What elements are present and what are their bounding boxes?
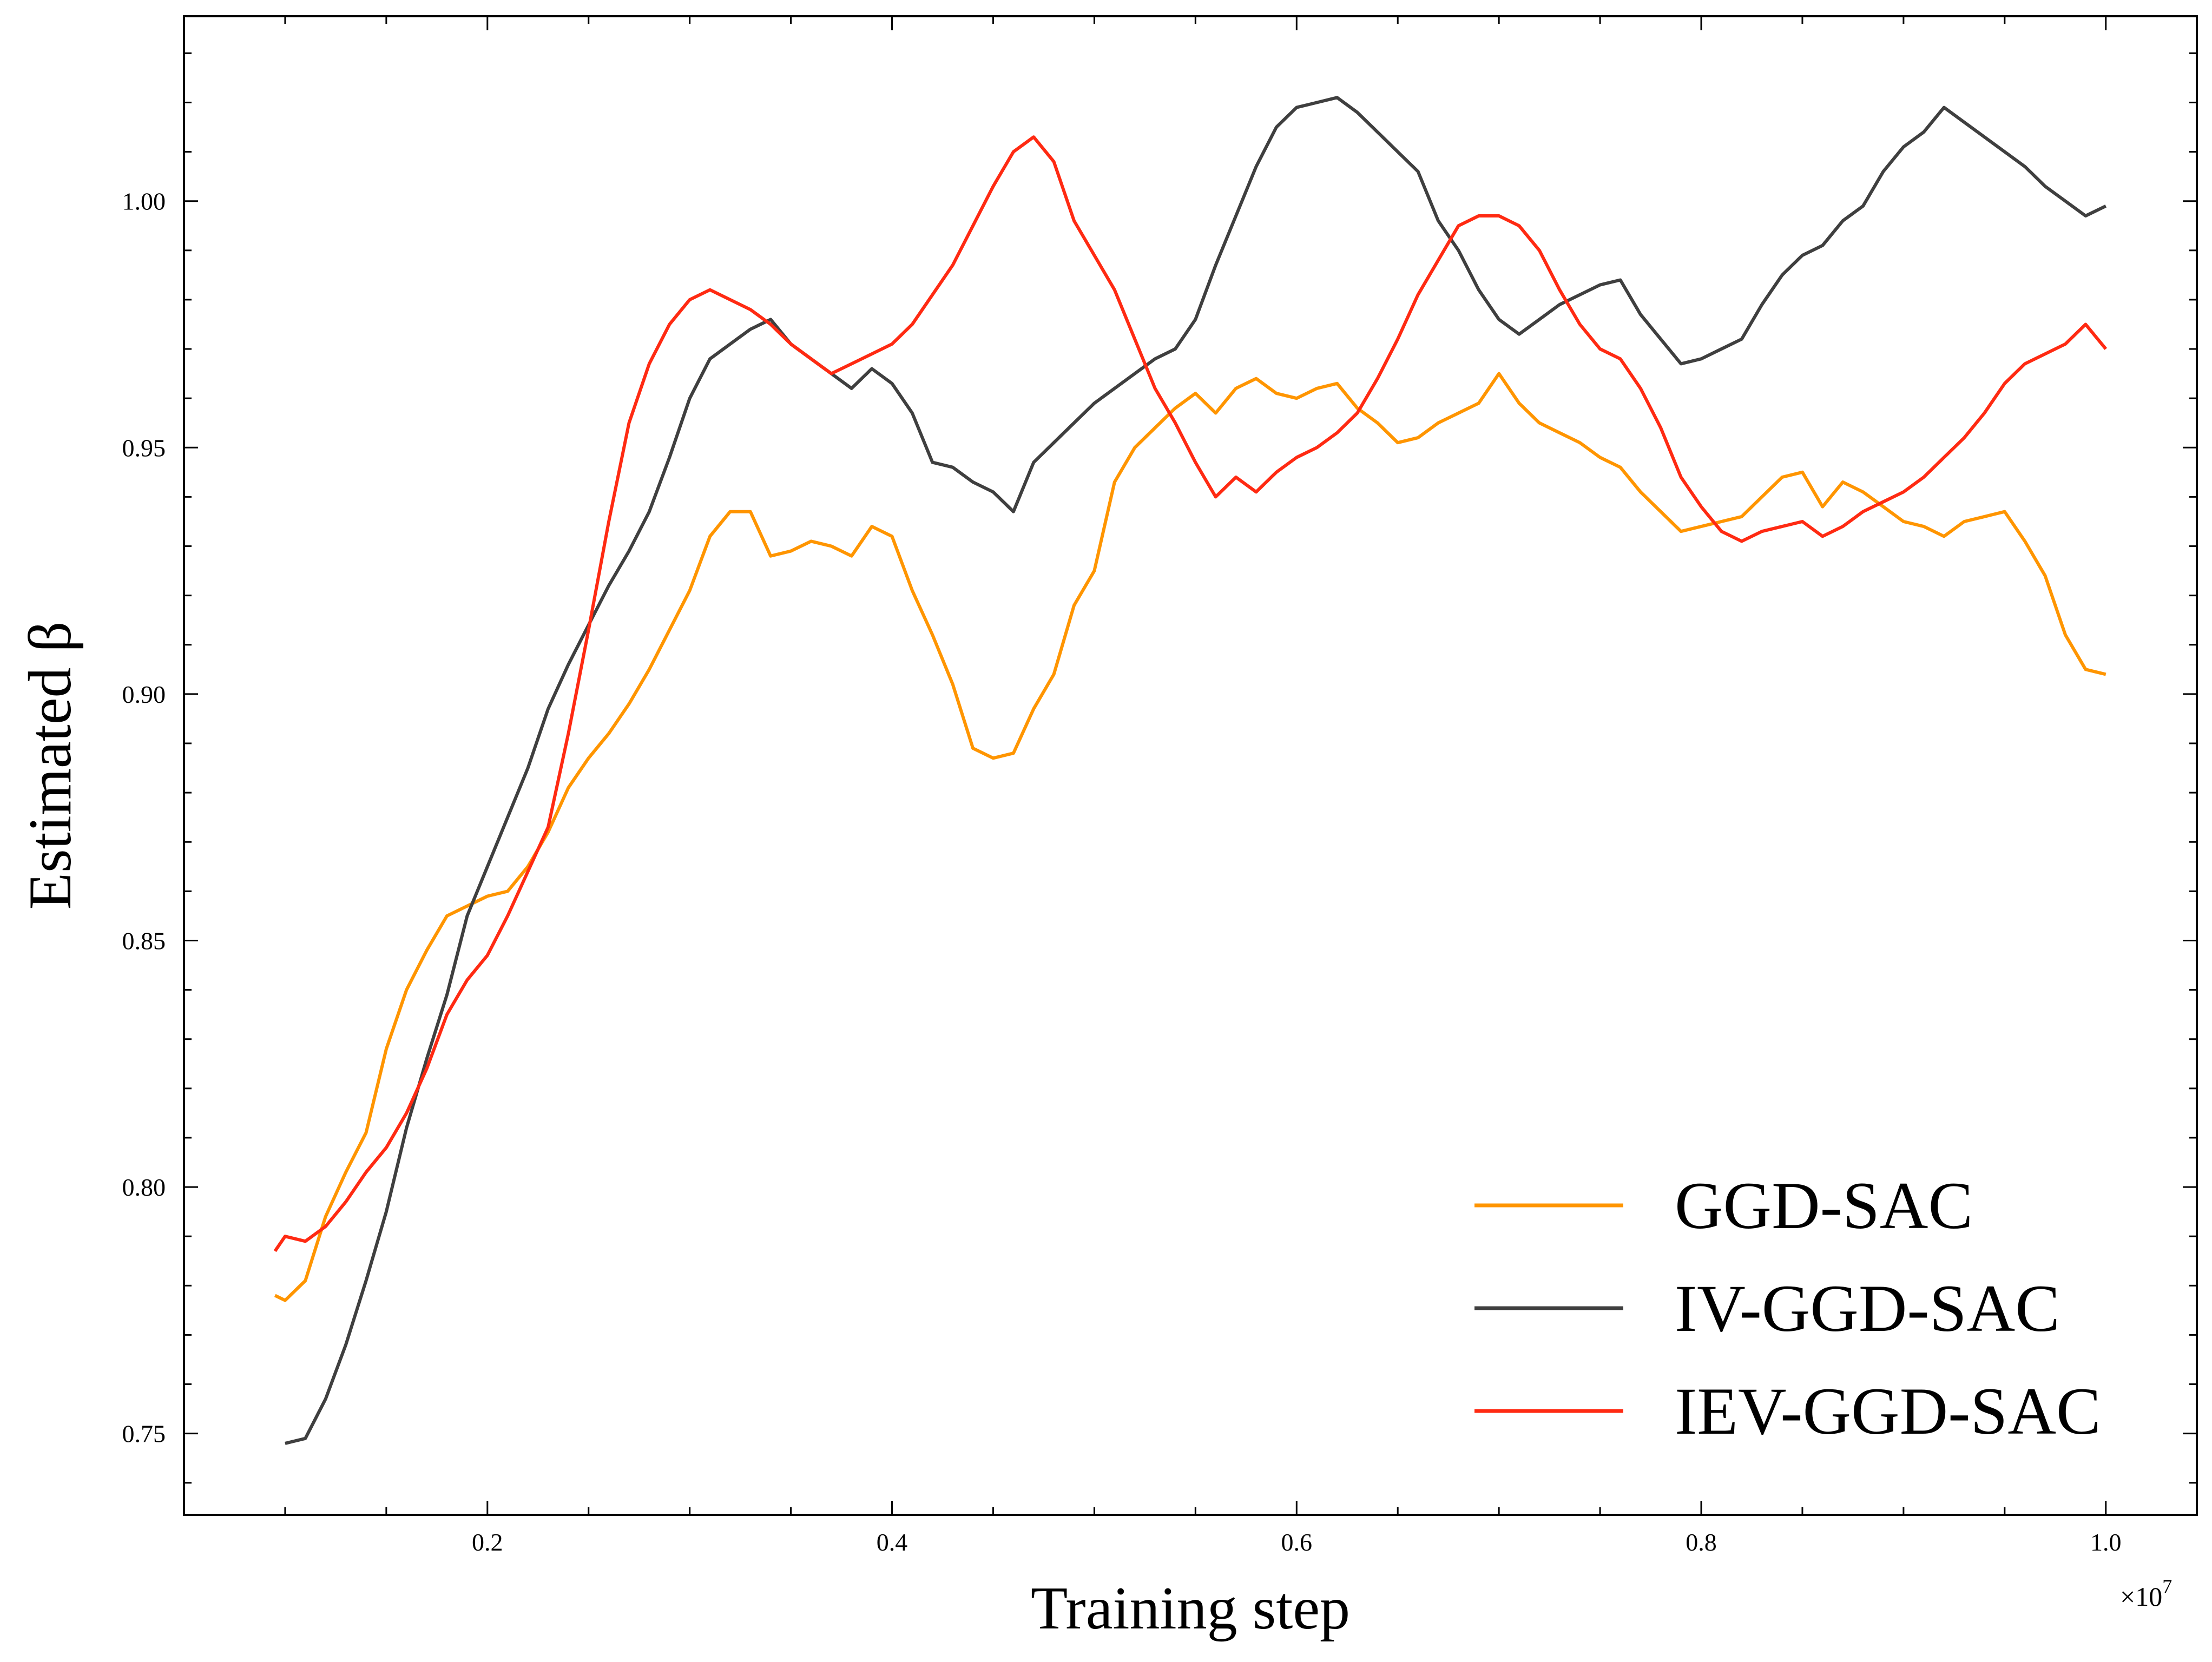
y-tick-label: 0.90 xyxy=(122,681,166,708)
series-layer xyxy=(273,96,2108,1445)
x-axis-ticks xyxy=(284,16,2107,1515)
x-axis-multiplier-exponent: 7 xyxy=(2162,1575,2172,1597)
plot-frame xyxy=(183,15,2198,1516)
x-tick-label: 0.4 xyxy=(877,1528,908,1556)
y-tick-label: 0.75 xyxy=(122,1420,166,1448)
y-axis-title: Estimated β xyxy=(17,622,84,910)
legend-label-iev-ggd-sac: IEV-GGD-SAC xyxy=(1675,1374,2101,1448)
y-tick-label: 0.85 xyxy=(122,927,166,954)
series-line-iev-ggd-sac xyxy=(273,135,2108,1252)
series-line-ggd-sac xyxy=(274,372,2106,1302)
legend-label-ggd-sac: GGD-SAC xyxy=(1675,1169,1973,1243)
x-tick-label: 1.0 xyxy=(2090,1528,2122,1556)
x-tick-label: 0.8 xyxy=(1686,1528,1717,1556)
y-axis-ticks xyxy=(184,52,2197,1484)
legend-label-iv-ggd-sac: IV-GGD-SAC xyxy=(1675,1271,2060,1346)
x-axis-multiplier-base: ×10 xyxy=(2120,1581,2162,1612)
y-tick-label: 0.95 xyxy=(122,434,166,461)
x-axis-title: Training step xyxy=(1031,1575,1350,1642)
x-axis-tick-labels: 0.2 0.4 0.6 0.8 1.0 xyxy=(472,1528,2121,1556)
x-tick-label: 0.2 xyxy=(472,1528,503,1556)
y-tick-label: 1.00 xyxy=(122,188,166,215)
y-axis-tick-labels: 0.75 0.80 0.85 0.90 0.95 1.00 xyxy=(122,188,166,1448)
x-tick-label: 0.6 xyxy=(1281,1528,1313,1556)
x-axis-multiplier: ×107 xyxy=(2120,1575,2172,1612)
legend: GGD-SAC IV-GGD-SAC IEV-GGD-SAC xyxy=(1474,1169,2101,1448)
y-tick-label: 0.80 xyxy=(122,1173,166,1201)
